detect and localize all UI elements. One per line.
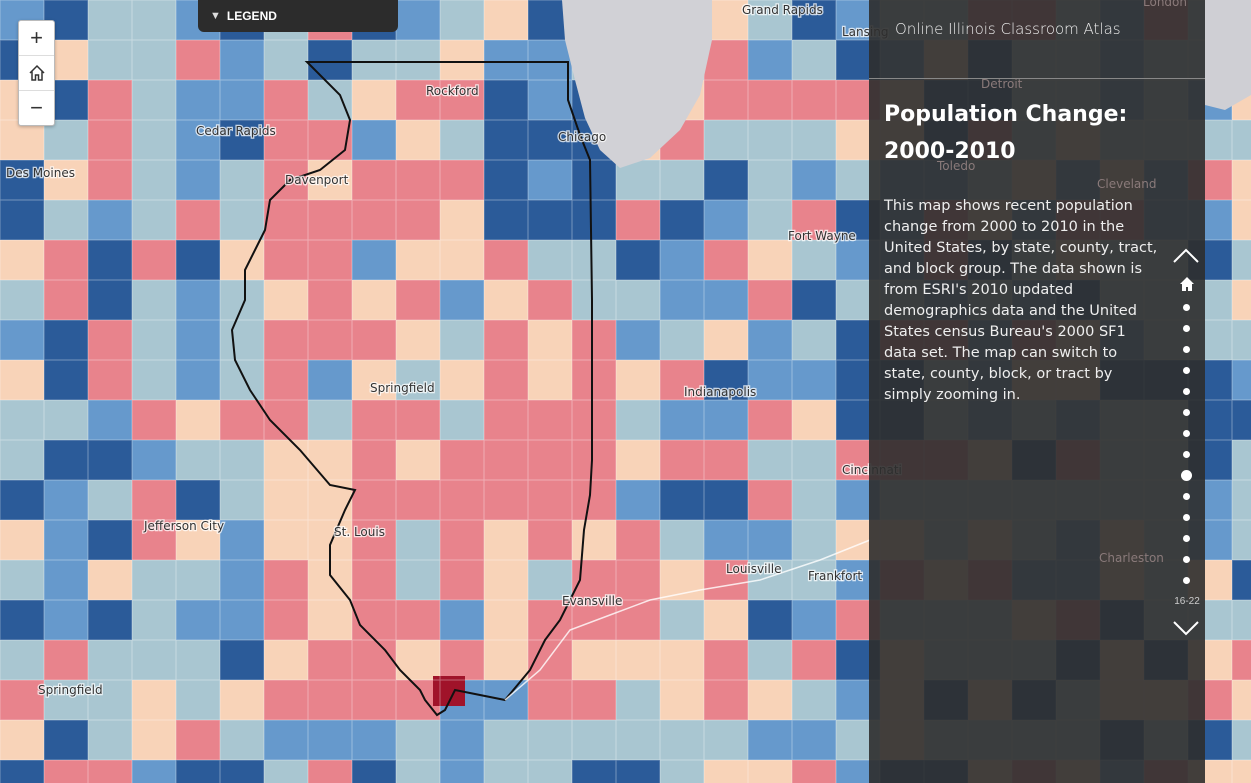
illinois-state-boundary	[230, 61, 593, 717]
zoom-in-button[interactable]: +	[19, 21, 54, 56]
legend-label: LEGEND	[226, 9, 277, 23]
zoom-out-button[interactable]: −	[30, 95, 43, 120]
slide-dot[interactable]	[1183, 514, 1190, 521]
chevron-down-icon: ▼	[210, 10, 221, 22]
map-description: This map shows recent population change …	[884, 198, 1158, 403]
slide-dot[interactable]	[1183, 346, 1190, 353]
slide-dot[interactable]	[1183, 451, 1190, 458]
slide-dot[interactable]	[1183, 535, 1190, 542]
slide-dot[interactable]	[1183, 367, 1190, 374]
city-label-rockford: Rockford	[426, 84, 479, 98]
page-title: Population Change: 2000-2010	[884, 102, 1128, 164]
slide-dot[interactable]	[1183, 388, 1190, 395]
city-label-des-moines: Des Moines	[6, 166, 75, 180]
home-icon[interactable]	[1179, 276, 1195, 292]
lake-erie-edge	[1205, 0, 1251, 110]
city-label-chicago: Chicago	[558, 130, 606, 144]
city-label-jefferson-city: Jefferson City	[143, 519, 224, 533]
slide-navigation: 16-22	[1169, 246, 1205, 646]
city-label-frankfort: Frankfort	[808, 569, 862, 583]
city-label-grand-rapids: Grand Rapids	[742, 3, 823, 17]
legend-toggle[interactable]: ▼ LEGEND	[198, 0, 398, 32]
chevron-up-icon[interactable]	[1171, 246, 1201, 266]
slide-dot[interactable]	[1183, 556, 1190, 563]
city-label-springfield-mo: Springfield	[38, 683, 103, 697]
story-panel: Online Illinois Classroom Atlas Populati…	[869, 0, 1205, 783]
lake-michigan	[562, 0, 712, 168]
city-label-indianapolis: Indianapolis	[684, 385, 756, 399]
city-label-davenport: Davenport	[285, 173, 349, 187]
slide-dot[interactable]	[1183, 430, 1190, 437]
city-label-cedar-rapids: Cedar Rapids	[196, 124, 276, 138]
slide-dot-active[interactable]	[1181, 470, 1192, 481]
city-label-springfield-il: Springfield	[370, 381, 435, 395]
city-label-st-louis: St. Louis	[334, 525, 385, 539]
slide-counter: 16-22	[1174, 596, 1200, 607]
ohio-river	[504, 539, 871, 701]
atlas-title: Online Illinois Classroom Atlas	[895, 20, 1121, 38]
slide-dot[interactable]	[1183, 325, 1190, 332]
zoom-controls: + −	[18, 20, 55, 126]
slide-dot[interactable]	[1183, 304, 1190, 311]
home-button[interactable]	[19, 56, 54, 91]
city-label-evansville: Evansville	[562, 594, 622, 608]
slide-dot[interactable]	[1183, 493, 1190, 500]
city-label-louisville: Louisville	[726, 562, 782, 576]
divider	[869, 78, 1205, 79]
slide-dot[interactable]	[1183, 409, 1190, 416]
city-labels: Rockford Chicago Davenport Springfield S…	[5, 2, 903, 699]
city-label-fort-wayne: Fort Wayne	[788, 229, 856, 243]
home-icon	[28, 64, 45, 81]
slide-dot[interactable]	[1183, 577, 1190, 584]
chevron-down-icon[interactable]	[1171, 618, 1201, 638]
